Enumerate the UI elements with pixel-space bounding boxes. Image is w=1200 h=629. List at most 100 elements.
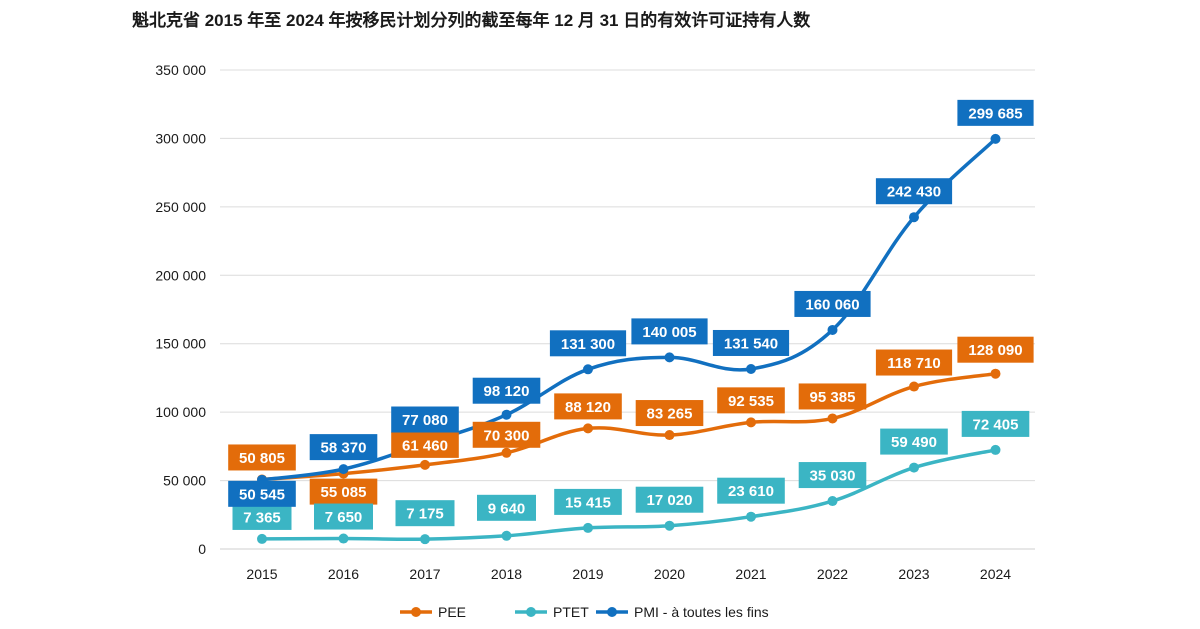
data-point xyxy=(338,464,349,475)
gridlines xyxy=(220,69,1035,550)
data-label: 77 080 xyxy=(402,412,448,429)
data-label-box xyxy=(228,480,296,507)
data-label: 61 460 xyxy=(402,437,448,454)
data-label: 160 060 xyxy=(805,296,859,313)
data-label-box xyxy=(957,336,1034,363)
data-label: 70 300 xyxy=(484,427,530,444)
x-tick-label: 2022 xyxy=(817,566,848,582)
data-label: 131 540 xyxy=(724,335,778,352)
x-tick-label: 2019 xyxy=(572,566,603,582)
data-point xyxy=(583,522,593,533)
series-lines xyxy=(257,133,1001,545)
data-label-box xyxy=(391,406,459,433)
data-label-box xyxy=(228,444,296,471)
data-label-box xyxy=(391,431,459,458)
data-label-box xyxy=(798,383,867,410)
legend-label: PEE xyxy=(438,604,466,620)
data-point xyxy=(501,530,512,541)
data-label: 7 175 xyxy=(406,506,444,523)
data-point xyxy=(583,364,593,375)
data-point xyxy=(583,423,593,434)
data-point xyxy=(909,381,919,392)
data-label: 59 490 xyxy=(891,434,937,451)
series-line-2 xyxy=(260,137,998,482)
data-label: 242 430 xyxy=(887,184,941,201)
data-label: 15 415 xyxy=(565,494,611,511)
data-label: 7 650 xyxy=(325,509,363,526)
data-label: 83 265 xyxy=(647,406,693,423)
data-label: 140 005 xyxy=(642,324,696,341)
data-label: 7 365 xyxy=(243,509,281,526)
data-point xyxy=(501,447,512,458)
x-tick-label: 2021 xyxy=(735,566,766,582)
series-line-0 xyxy=(260,371,998,482)
legend-marker xyxy=(411,607,421,617)
y-tick-label: 0 xyxy=(198,541,206,557)
x-tick-label: 2018 xyxy=(491,566,522,582)
data-point xyxy=(746,511,756,522)
data-label-box xyxy=(875,349,953,376)
data-label: 98 120 xyxy=(484,383,530,400)
x-tick-label: 2023 xyxy=(898,566,929,582)
data-label: 72 405 xyxy=(973,416,1019,433)
data-label: 50 545 xyxy=(239,486,285,503)
data-point xyxy=(746,363,756,374)
data-label: 118 710 xyxy=(887,355,940,372)
x-tick-label: 2024 xyxy=(980,566,1011,582)
data-point xyxy=(990,368,1001,379)
x-tick-label: 2016 xyxy=(328,566,359,582)
data-point xyxy=(420,534,430,545)
data-point xyxy=(909,212,919,223)
data-point xyxy=(257,533,267,544)
data-label: 128 090 xyxy=(968,342,1022,359)
data-point xyxy=(909,462,919,473)
data-label-box xyxy=(472,421,541,448)
data-point xyxy=(338,533,349,544)
x-tick-label: 2017 xyxy=(409,566,440,582)
data-label-box xyxy=(635,400,704,427)
legend-marker xyxy=(526,607,536,617)
data-label: 58 370 xyxy=(321,440,367,457)
data-label-box xyxy=(232,503,292,530)
data-label: 131 300 xyxy=(561,336,615,353)
data-point xyxy=(746,417,756,428)
y-tick-label: 350 000 xyxy=(155,62,206,78)
data-point xyxy=(990,444,1001,455)
legend-label: PMI - à toutes les fins xyxy=(634,604,769,620)
data-label: 50 805 xyxy=(239,450,285,467)
x-tick-label: 2020 xyxy=(654,566,685,582)
data-point xyxy=(664,520,675,531)
y-tick-label: 50 000 xyxy=(163,473,206,489)
y-tick-label: 100 000 xyxy=(155,404,206,420)
data-label-box xyxy=(314,503,373,530)
data-point xyxy=(664,352,675,363)
legend-label: PTET xyxy=(553,604,589,620)
data-label-box xyxy=(309,478,378,505)
data-point xyxy=(664,430,675,441)
data-label-box xyxy=(961,410,1030,437)
data-label-box xyxy=(554,393,622,420)
data-point xyxy=(990,133,1001,144)
data-label-box xyxy=(712,329,790,356)
data-label-box xyxy=(798,462,867,489)
data-label-box xyxy=(309,434,378,461)
data-label-box xyxy=(875,178,953,205)
legend: PEE PTET PMI - à toutes les fins xyxy=(400,604,769,620)
data-point xyxy=(827,496,838,507)
data-label: 95 385 xyxy=(810,389,856,406)
data-label: 92 535 xyxy=(728,393,774,410)
data-labels: 50 805 55 085 61 460 70 300 88 120 83 265 92 5… xyxy=(228,99,1034,530)
axis-labels: 0 50 000 100 000 150 000 200 000 250 000 300 0… xyxy=(155,62,1011,582)
data-label-box xyxy=(477,494,536,521)
data-point xyxy=(827,413,838,424)
data-label: 23 610 xyxy=(728,483,774,500)
data-label: 9 640 xyxy=(488,500,526,517)
data-label: 35 030 xyxy=(810,468,856,485)
data-label: 299 685 xyxy=(968,105,1022,122)
data-label-box xyxy=(794,290,871,317)
x-tick-label: 2015 xyxy=(246,566,277,582)
data-label-box xyxy=(554,488,622,515)
data-label: 88 120 xyxy=(565,399,611,416)
data-label-box xyxy=(880,428,948,455)
data-label-box xyxy=(717,387,785,414)
